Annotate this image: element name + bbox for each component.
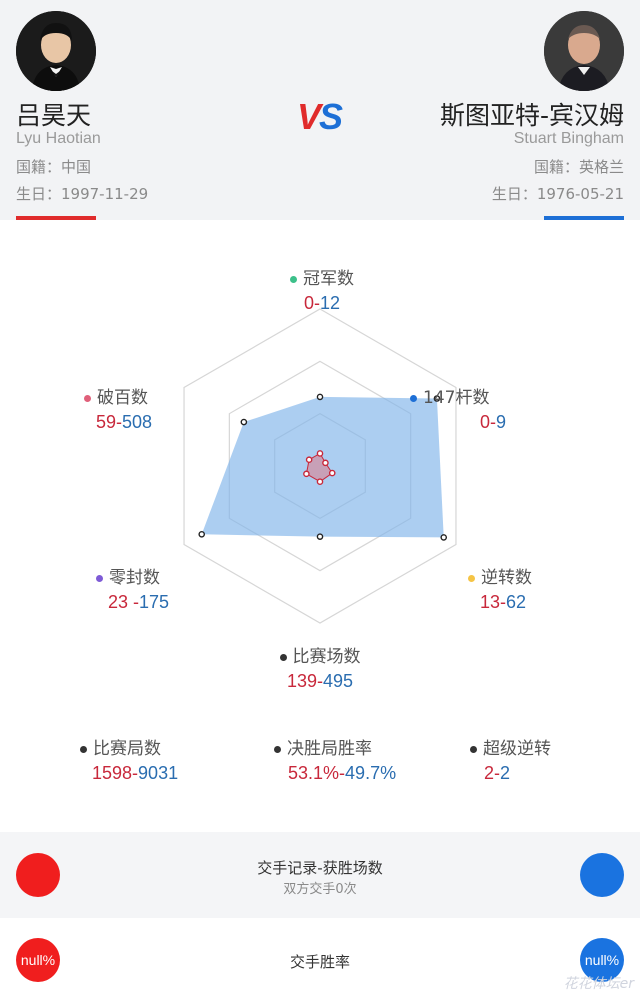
radar-point-right <box>440 534 448 541</box>
radar-point-right <box>316 533 324 540</box>
win-rate-title: 交手胜率 <box>289 953 350 971</box>
stat-right-value: 9 <box>496 412 507 432</box>
player-right-english-name: Stuart Bingham <box>513 130 624 147</box>
vs-v: V <box>297 96 321 137</box>
radar-point-left <box>322 459 329 467</box>
player-right-birthday: 生日：1976-05-21 <box>491 185 624 203</box>
stat-dot <box>470 745 477 753</box>
player-left-english-name: Lyu Haotian <box>16 130 101 147</box>
h2h-win-rate-row[interactable]: null% 交手胜率 null% 花花体坛er <box>0 918 640 999</box>
radar-point-right <box>198 530 206 538</box>
stat-dot <box>96 574 103 582</box>
h2h-title: 交手记录-获胜场数 <box>257 859 383 877</box>
stat-right-value: 62 <box>506 592 527 612</box>
radar-point-left <box>328 469 336 477</box>
stat-label: 比赛场数 <box>292 647 361 667</box>
stat-right-value: 175 <box>139 592 170 612</box>
stat-left-value: 23 <box>108 592 129 612</box>
player-right-name: 斯图亚特-宾汉姆 <box>439 101 624 130</box>
radar-point-right <box>316 393 324 401</box>
stat-left-value: 2 <box>484 763 495 783</box>
stat-championships[interactable]: 冠军数 0-12 <box>222 264 422 314</box>
player-right-color-bar <box>544 216 624 220</box>
stat-dot <box>468 574 475 582</box>
radar-point-left <box>303 470 310 478</box>
player-left-photo-icon <box>16 11 96 91</box>
radar-chart-section: 冠军数 0-12 147杆数 0-9 逆转数 13-62 比赛场数 139-49… <box>0 220 640 720</box>
left-player-wins-marker <box>16 853 60 897</box>
stat-right-value: 2 <box>500 763 511 783</box>
player-right-avatar[interactable] <box>544 11 624 91</box>
radar-point-right <box>433 395 441 402</box>
stat-dot <box>279 653 287 661</box>
stat-super-comebacks[interactable]: 超级逆转 2-2 <box>470 734 620 784</box>
head-to-head-row[interactable]: 交手记录-获胜场数 双方交手0次 <box>0 832 640 918</box>
stat-right-value: 12 <box>319 293 341 313</box>
right-player-wins-marker <box>580 853 624 897</box>
h2h-subtitle: 双方交手0次 <box>283 882 357 897</box>
stat-left-value: 0 <box>303 293 314 313</box>
stat-label: 超级逆转 <box>483 739 551 759</box>
stat-label: 零封数 <box>109 568 160 588</box>
stat-dot <box>410 394 417 402</box>
stat-left-value: 139 <box>286 671 317 691</box>
radar-chart <box>183 308 457 624</box>
stat-dot <box>290 275 297 283</box>
player-left-name: 吕昊天 <box>16 101 92 130</box>
stat-label: 逆转数 <box>481 568 532 588</box>
stat-century-breaks[interactable]: 破百数 59-508 <box>84 383 234 433</box>
stat-comebacks[interactable]: 逆转数 13-62 <box>468 563 618 613</box>
stat-left-value: 1598 <box>92 763 133 783</box>
stat-right-value: 49.7% <box>345 763 397 783</box>
right-win-rate-badge: null% <box>580 938 624 982</box>
stat-maximum-breaks[interactable]: 147杆数 0-9 <box>410 383 570 433</box>
radar-point-right <box>240 418 248 426</box>
stat-left-value: 59 <box>96 412 117 432</box>
radar-point-left <box>316 450 324 457</box>
player-left-nationality: 国籍：中国 <box>16 158 92 176</box>
radar-point-left <box>316 478 324 486</box>
stat-label: 147杆数 <box>423 388 490 408</box>
stat-right-value: 495 <box>323 671 354 691</box>
stat-left-value: 0 <box>480 412 491 432</box>
stat-frames-played[interactable]: 比赛局数 1598-9031 <box>80 734 250 784</box>
watermark-text: 花花体坛er <box>563 976 634 992</box>
stat-dot <box>80 745 87 753</box>
stat-left-value: 53.1% <box>288 763 340 783</box>
stat-dot <box>84 394 91 402</box>
stat-left-value: 13 <box>480 592 501 612</box>
radar-grid-ring <box>183 308 457 624</box>
stat-matches-played[interactable]: 比赛场数 139-495 <box>220 642 420 692</box>
player-left-avatar[interactable] <box>16 11 96 91</box>
stat-label: 比赛局数 <box>93 739 161 759</box>
radar-point-left <box>305 456 313 464</box>
player-header: 吕昊天 Lyu Haotian 国籍：中国 生日：1997-11-29 VS 斯… <box>0 0 640 220</box>
vs-s: S <box>319 96 343 137</box>
stat-label: 决胜局胜率 <box>287 739 372 759</box>
player-left-color-bar <box>16 216 96 220</box>
left-win-rate-badge: null% <box>16 938 60 982</box>
stat-dot <box>274 745 281 753</box>
player-left-birthday: 生日：1997-11-29 <box>16 185 149 203</box>
vs-badge: VS <box>297 96 343 138</box>
stat-deciding-frame-rate[interactable]: 决胜局胜率 53.1%-49.7% <box>274 734 444 784</box>
stat-right-value: 508 <box>122 412 153 432</box>
stat-right-value: 9031 <box>138 763 179 783</box>
stat-whitewashes[interactable]: 零封数 23 -175 <box>96 563 246 613</box>
radar-points <box>198 393 448 541</box>
stat-label: 破百数 <box>97 388 148 408</box>
player-right-photo-icon <box>544 11 624 91</box>
stat-label: 冠军数 <box>303 269 354 289</box>
player-right-nationality: 国籍：英格兰 <box>533 158 624 176</box>
